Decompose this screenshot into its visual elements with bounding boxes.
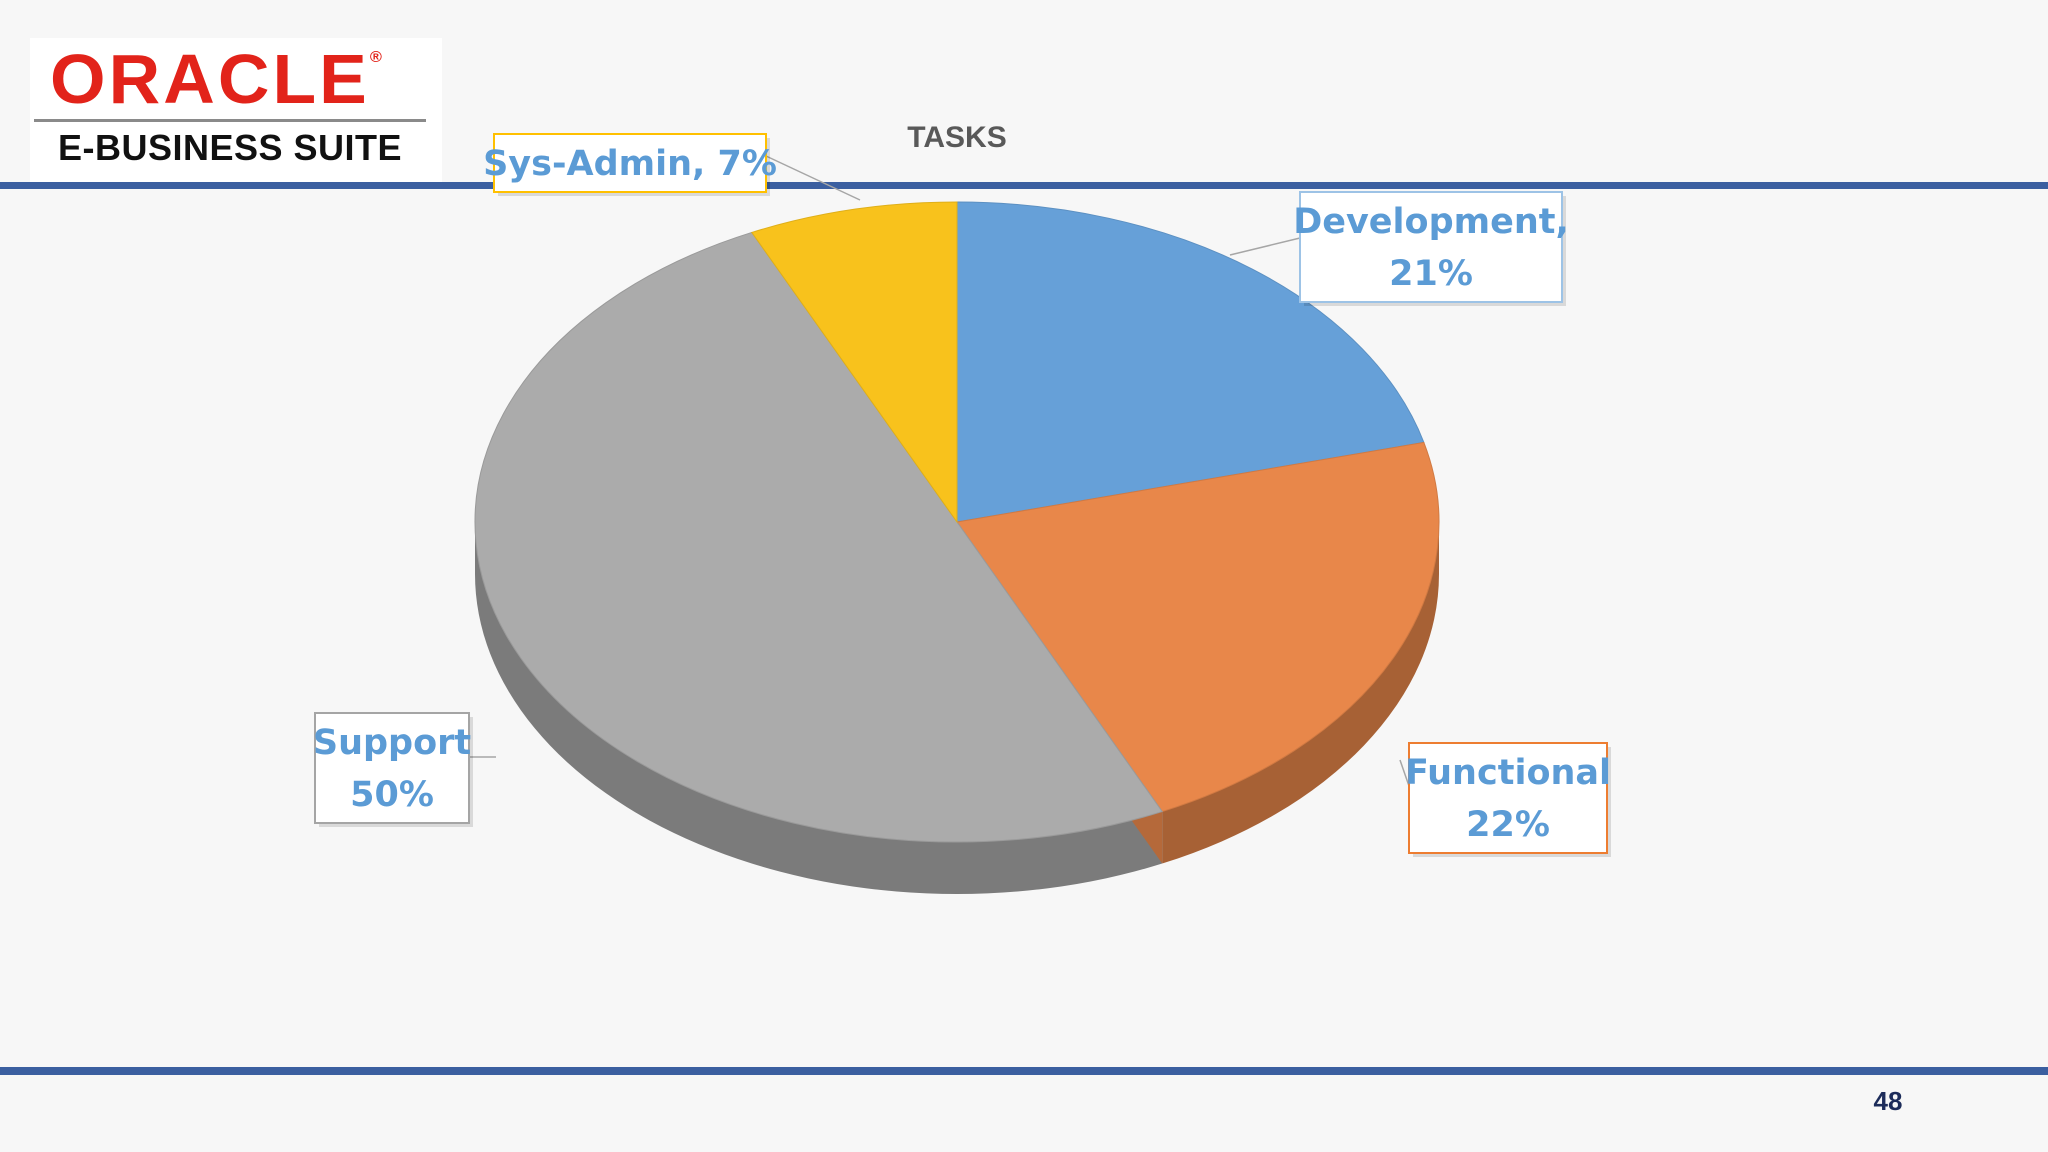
- label-box-sys-admin: [493, 133, 767, 193]
- data-label-sys-admin: Sys-Admin, 7%: [483, 144, 777, 184]
- slice-functional: [956, 441, 1440, 813]
- label-box-support: [314, 712, 470, 824]
- slice-side-functional: [1162, 522, 1439, 864]
- page-number: 48: [1873, 1086, 1903, 1116]
- leader-line-functional: [1399, 759, 1410, 787]
- data-label-functional: Functional: [1405, 753, 1611, 793]
- data-label-support: 50%: [350, 775, 434, 815]
- slice-sys-admin: [750, 201, 958, 524]
- oracle-logo: ORACLE® E-BUSINESS SUITE: [30, 38, 442, 186]
- slice-side-support: [475, 522, 1163, 895]
- data-label-development: Development,: [1293, 202, 1569, 242]
- data-label-development: 21%: [1389, 254, 1473, 294]
- label-box-functional: [1408, 742, 1608, 854]
- header-band: [0, 182, 2048, 189]
- chart-title: TASKS: [907, 121, 1006, 154]
- data-label-functional: 22%: [1466, 805, 1550, 845]
- slice-development: [956, 201, 1425, 523]
- logo-product-name: E-BUSINESS SUITE: [58, 127, 403, 168]
- data-label-support: Support: [313, 723, 471, 763]
- pie-slices-group: [474, 201, 1440, 843]
- slice-support: [474, 231, 1164, 843]
- logo-wordmark: ORACLE®: [50, 40, 382, 118]
- leader-line-development: [1229, 237, 1301, 256]
- pie-labels-group: Development, 21% Functional 22% Support 50% Sy…: [313, 133, 1611, 857]
- footer-band: [0, 1067, 2048, 1075]
- label-box-development: [1299, 191, 1563, 303]
- logo-divider: [34, 119, 426, 122]
- leader-line-sys-admin: [765, 155, 861, 201]
